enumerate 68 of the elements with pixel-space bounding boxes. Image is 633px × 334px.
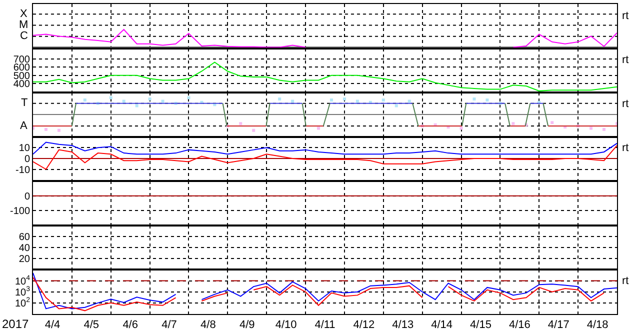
y-tick-label: 10	[18, 143, 30, 154]
x-tick-label: 4/13	[392, 319, 414, 332]
point	[239, 122, 242, 126]
y-tick-label: -10	[16, 164, 30, 176]
line-series	[33, 142, 617, 155]
y-tick-label: 40	[18, 243, 30, 254]
y-tick-label: 10$^{3}$	[14, 286, 30, 298]
point	[57, 128, 60, 132]
point	[161, 100, 164, 103]
x-tick-label: 4/14	[431, 319, 453, 332]
x-tick-label: 4/12	[353, 319, 375, 332]
y-tick-label: 400	[13, 79, 30, 90]
line-series	[33, 144, 617, 170]
text: rt	[622, 98, 629, 110]
text: A	[20, 120, 28, 132]
point	[472, 97, 476, 100]
point	[148, 97, 152, 100]
point	[278, 97, 282, 100]
y-tick-label: 20	[18, 254, 30, 266]
point	[342, 97, 346, 100]
point	[330, 98, 333, 102]
x-tick-label: 4/4	[44, 319, 60, 332]
point	[382, 98, 385, 102]
text: T	[21, 97, 28, 109]
point	[44, 128, 48, 131]
x-axis-title: 2017	[2, 317, 30, 331]
y-tick-label: 60	[18, 232, 30, 243]
point	[550, 121, 554, 124]
y-tick-label: 0	[24, 154, 30, 165]
y-tick-label: 10$^{4}$	[14, 275, 30, 288]
x-tick-label: 4/8	[200, 319, 216, 332]
text: M	[19, 19, 28, 31]
point	[291, 100, 294, 103]
text: rt	[622, 54, 629, 66]
x-tick-label: 4/15	[470, 319, 492, 332]
text: C	[20, 30, 28, 42]
point	[122, 100, 126, 103]
point	[356, 100, 359, 103]
point	[512, 122, 515, 126]
point	[394, 104, 398, 108]
y-tick-label: -100	[10, 206, 30, 218]
y-tick-label: 10$^{2}$	[14, 297, 30, 310]
x-tick-label: 4/9	[239, 319, 255, 332]
point	[135, 104, 138, 108]
line-series	[33, 62, 617, 92]
x-tick-label: 4/11	[314, 319, 336, 332]
text: rt	[622, 275, 629, 287]
point	[460, 126, 463, 130]
x-tick-label: 4/6	[122, 319, 138, 332]
point	[83, 98, 86, 102]
x-tick-label: 4/18	[586, 319, 608, 332]
point	[252, 128, 256, 132]
point	[602, 128, 606, 131]
text: rt	[622, 142, 629, 154]
x-tick-label: 4/7	[162, 319, 177, 332]
point	[109, 96, 112, 100]
x-tick-label: 4/10	[275, 319, 297, 332]
point	[187, 96, 190, 100]
x-tick-label: 4/17	[548, 319, 570, 332]
point	[408, 100, 411, 103]
x-tick-label: 4/16	[508, 319, 530, 332]
y-tick-label: 0	[24, 191, 30, 202]
point	[317, 126, 320, 130]
x-tick-label: 4/5	[84, 319, 100, 332]
point	[486, 98, 489, 102]
text: rt	[622, 10, 629, 22]
point	[590, 126, 593, 130]
text: X	[20, 8, 28, 20]
